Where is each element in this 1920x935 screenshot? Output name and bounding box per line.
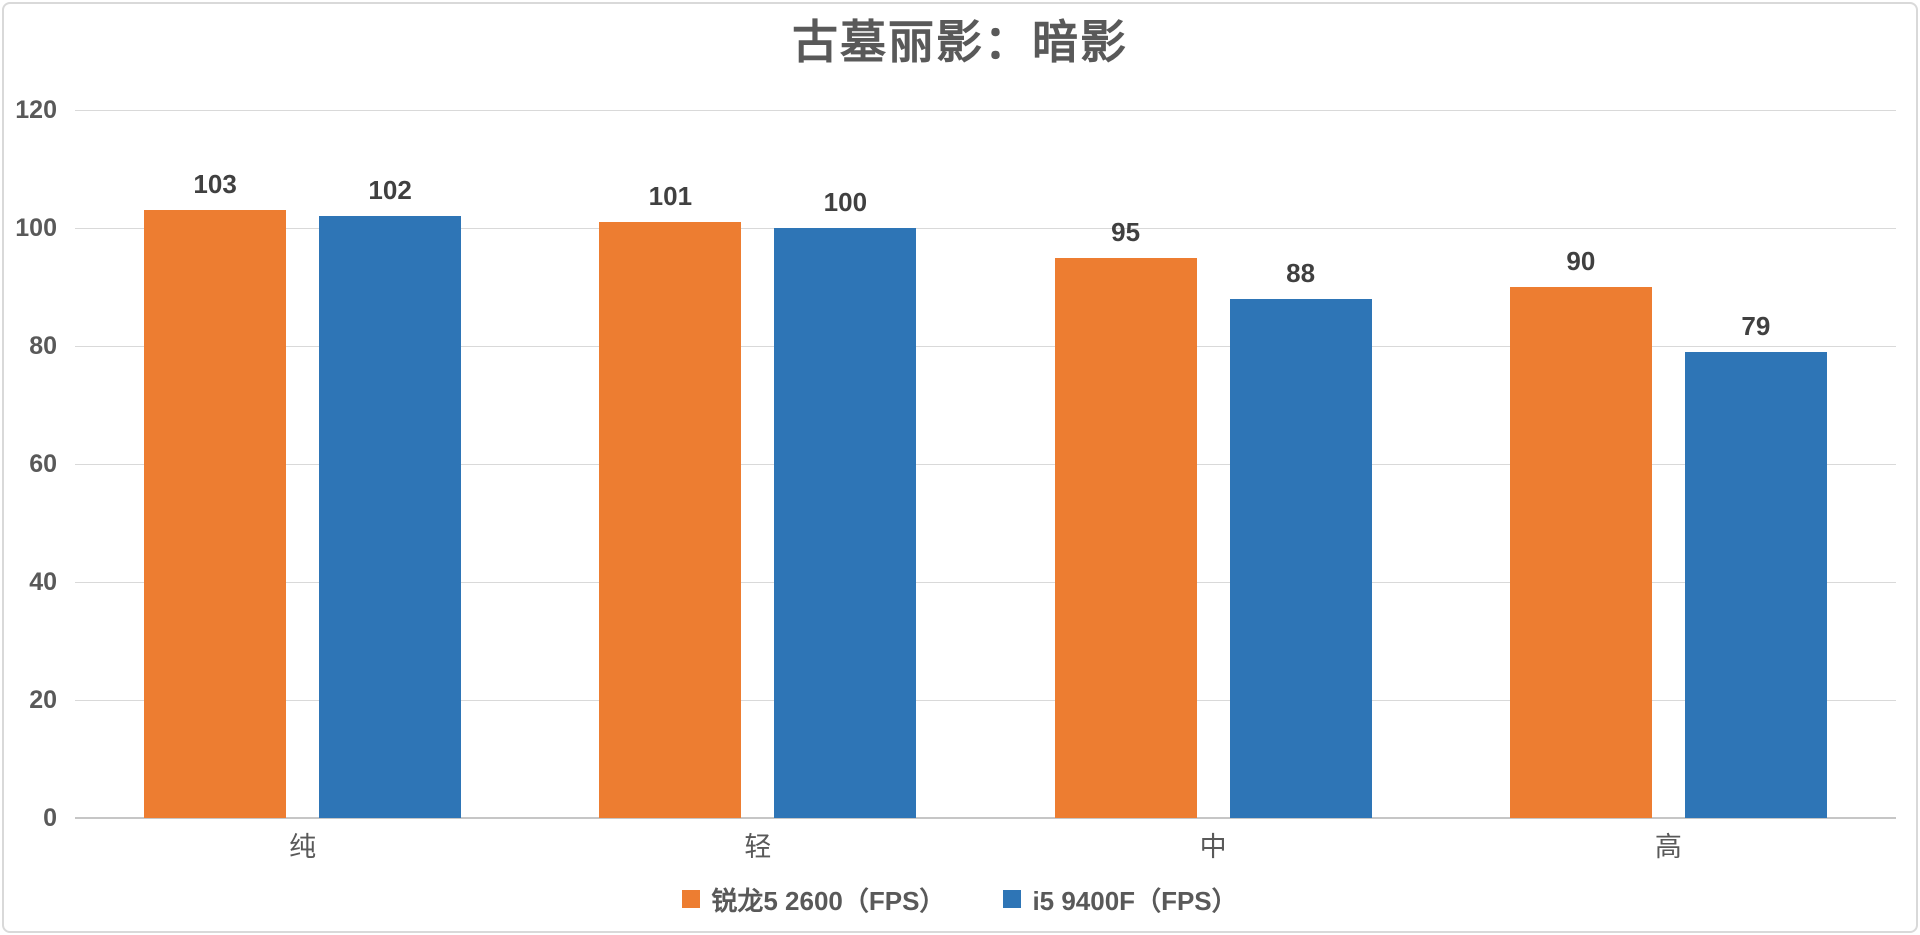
legend-entry-2: i5 9400F（FPS） xyxy=(1003,881,1238,918)
x-category-label: 高 xyxy=(1654,832,1682,862)
bar-series2-cat1 xyxy=(319,216,462,818)
bar-series1-cat4 xyxy=(1509,287,1652,818)
y-axis-tick-label: 100 xyxy=(15,214,57,242)
bar-value-label: 100 xyxy=(823,187,868,217)
legend-label: i5 9400F（FPS） xyxy=(1032,885,1238,916)
chart-title: 古墓丽影：暗影 xyxy=(792,16,1128,68)
gridline-80 xyxy=(75,346,1896,347)
gridline-40 xyxy=(75,582,1896,583)
x-category-label: 中 xyxy=(1199,832,1227,862)
bar-series2-cat3 xyxy=(1229,298,1372,818)
bar-value-label: 95 xyxy=(1111,216,1141,247)
bar-series2-cat4 xyxy=(1684,351,1827,818)
legend-swatch-icon xyxy=(1003,890,1022,908)
bar-value-label: 90 xyxy=(1566,246,1596,276)
gridline-100 xyxy=(75,228,1896,229)
x-category-label: 纯 xyxy=(289,832,317,862)
y-axis-tick-label: 80 xyxy=(29,332,57,360)
legend-swatch-icon xyxy=(682,890,701,908)
gridline-20 xyxy=(75,700,1896,701)
y-axis-tick-label: 0 xyxy=(43,804,57,832)
legend-entry-1: 锐龙5 2600（FPS） xyxy=(682,881,945,918)
bar-series1-cat2 xyxy=(599,222,742,818)
chart-legend: 锐龙5 2600（FPS） i5 9400F（FPS） xyxy=(0,882,1920,916)
bar-series1-cat3 xyxy=(1054,257,1197,818)
bar-value-label: 102 xyxy=(368,175,412,206)
gridline-120 xyxy=(75,110,1896,111)
legend-label: 锐龙5 2600（FPS） xyxy=(711,885,946,916)
gridline-60 xyxy=(75,464,1896,465)
bar-series1-cat1 xyxy=(144,210,287,818)
x-category-label: 轻 xyxy=(744,832,772,862)
x-axis-line xyxy=(75,817,1896,819)
y-axis-tick-label: 60 xyxy=(29,450,57,478)
bar-value-label: 103 xyxy=(193,169,237,200)
y-axis-tick-label: 120 xyxy=(15,96,57,124)
bar-series2-cat2 xyxy=(774,228,917,818)
bar-value-label: 79 xyxy=(1741,310,1771,341)
bar-value-label: 88 xyxy=(1286,257,1316,288)
bar-value-label: 101 xyxy=(648,181,693,212)
y-axis-tick-label: 20 xyxy=(29,686,57,714)
y-axis-tick-label: 40 xyxy=(29,568,57,596)
